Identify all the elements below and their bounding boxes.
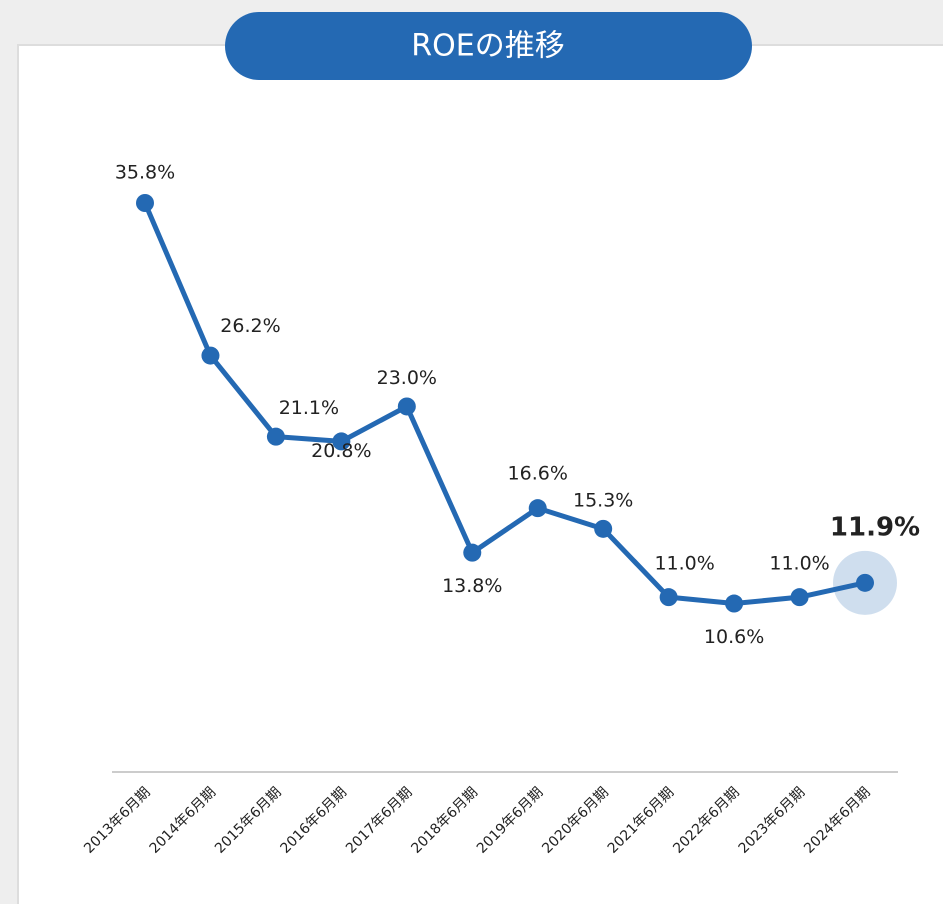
value-label: 13.8% <box>442 575 502 597</box>
value-label: 11.0% <box>654 553 714 575</box>
point <box>266 427 285 446</box>
chart-title: ROEの推移 <box>411 29 564 64</box>
panel <box>17 44 943 904</box>
point <box>659 588 678 607</box>
value-label: 20.8% <box>311 440 371 462</box>
point <box>201 346 220 365</box>
value-label: 11.0% <box>769 553 829 575</box>
point <box>136 194 154 212</box>
point <box>397 397 416 416</box>
value-label: 26.2% <box>220 315 280 337</box>
value-label: 23.0% <box>377 367 437 389</box>
value-label: 10.6% <box>704 626 764 648</box>
value-label: 35.8% <box>115 162 175 184</box>
title-pill <box>225 12 752 80</box>
value-label: 15.3% <box>573 489 633 511</box>
value-label: 16.6% <box>508 463 568 485</box>
point <box>725 594 744 613</box>
point <box>463 543 482 562</box>
point <box>856 573 874 592</box>
point <box>790 588 809 607</box>
point <box>594 519 613 538</box>
point <box>332 432 351 451</box>
value-label: 21.1% <box>279 397 339 419</box>
line <box>142 202 866 607</box>
value-label: 11.9% <box>830 512 920 542</box>
point <box>528 499 547 518</box>
